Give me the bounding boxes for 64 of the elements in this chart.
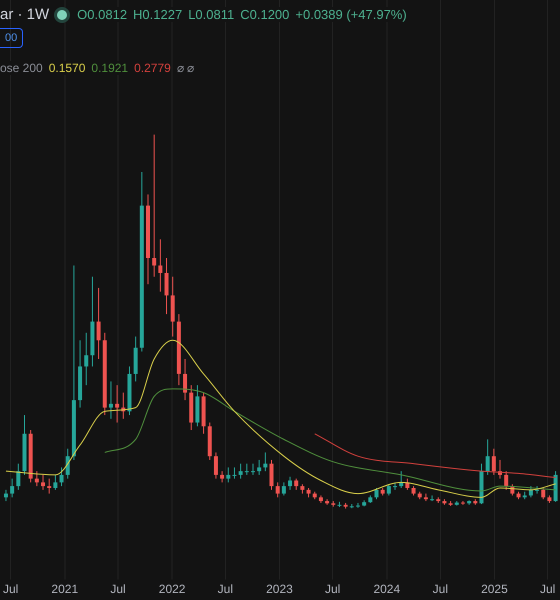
x-tick-label: Jul — [110, 582, 126, 596]
text: 0.1921 — [91, 61, 128, 75]
candlestick — [158, 238, 162, 292]
candlestick — [288, 476, 292, 490]
candlestick — [34, 470, 39, 487]
candlestick — [294, 478, 298, 490]
candlestick — [4, 489, 8, 502]
text: O0.0812 — [77, 7, 128, 22]
candlestick — [108, 380, 113, 420]
candlestick — [96, 287, 101, 360]
x-tick-label: Jul — [432, 582, 448, 596]
candlestick — [412, 486, 416, 496]
x-tick-label: Jul — [3, 582, 18, 596]
x-tick-label: 2021 — [51, 582, 78, 596]
candlestick — [244, 463, 249, 476]
candlestick — [504, 470, 508, 490]
text: 0.1570 — [48, 61, 86, 75]
candlestick — [66, 448, 70, 480]
candlestick — [60, 466, 64, 487]
candlestick — [486, 438, 490, 476]
text: ⌀ ⌀ — [176, 61, 194, 75]
candlestick — [238, 463, 243, 480]
candlestick — [232, 466, 236, 480]
candlestick — [263, 452, 268, 472]
candlestick — [541, 487, 546, 500]
candlestick — [250, 463, 255, 476]
candlestick — [53, 474, 58, 490]
candlestick — [306, 487, 311, 498]
text: +0.0389 (+47.97%) — [295, 7, 407, 22]
text: L0.0811 — [188, 7, 234, 22]
candlestick — [282, 482, 286, 496]
candlestick — [257, 459, 262, 476]
candlestick — [152, 134, 156, 278]
candlestick — [276, 482, 280, 498]
text: C0.1200 — [240, 7, 290, 22]
candlestick — [528, 486, 533, 498]
candlestick — [164, 258, 169, 315]
candlestick — [41, 474, 46, 490]
x-tick-label: 2023 — [266, 582, 294, 596]
candlestick — [183, 358, 188, 401]
candlestick — [300, 484, 304, 494]
text: 00 — [0, 28, 24, 48]
candlestick — [386, 484, 391, 496]
x-tick-label: Jul — [325, 582, 340, 596]
text: H0.1227 — [133, 7, 182, 22]
candlestick — [270, 459, 274, 490]
candlestick — [16, 463, 20, 490]
candlestick — [226, 466, 230, 483]
text: ose 200 — [0, 61, 43, 75]
text: 0.2779 — [134, 61, 171, 75]
x-tick-label: 2024 — [373, 582, 400, 596]
x-tick-label: Jul — [540, 582, 556, 596]
candlestick — [374, 487, 378, 500]
candlestick — [84, 332, 88, 386]
candlestick — [220, 470, 224, 483]
candlestick — [47, 478, 52, 494]
candlestick — [492, 448, 496, 476]
x-tick-label: 2025 — [481, 582, 508, 596]
chart-title: ar · 1W — [0, 6, 50, 23]
x-tick-label: Jul — [218, 582, 234, 596]
x-tick-label: 2022 — [158, 582, 186, 596]
candlestick — [10, 478, 14, 498]
candlestick — [214, 452, 218, 480]
candlestick — [115, 384, 120, 424]
